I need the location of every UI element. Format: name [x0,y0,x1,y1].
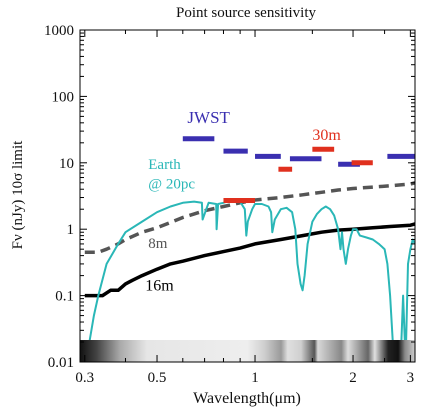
x-tick-label: 2 [349,370,357,386]
x-tick-label: 1 [251,370,259,386]
series-line-earth [83,199,415,362]
x-tick-label: 0.5 [148,370,167,386]
annotation-label: @ 20pc [148,177,195,193]
y-tick-label: 1000 [44,23,74,39]
y-tick-label: 0.1 [55,289,74,305]
plot-frame [79,29,416,363]
annotation-label: 16m [145,277,174,294]
y-tick-label: 100 [52,89,75,105]
chart-title: Point source sensitivity [176,5,316,21]
annotations: JWST 30m Earth @ 20pc 8m 16m [145,108,341,295]
x-tick-label: 0.3 [75,370,94,386]
plot-area [83,136,415,362]
annotation-label: Earth [148,157,181,173]
annotation-label: 30m [312,127,341,144]
annotation-label: JWST [187,108,230,127]
y-tick-label: 10 [59,156,74,172]
y-tick-label: 0.01 [48,355,74,371]
atmospheric-band [80,340,415,362]
y-axis-label: Fν (nJy) 10σ limit [10,140,26,249]
series-line-16m [84,222,415,298]
x-axis-label: Wavelength(μm) [193,390,301,407]
y-tick-label: 1 [67,222,75,238]
annotation-label: 8m [148,236,168,252]
axes: 0.01 0.1 1 10 100 1000 0.3 0.5 1 2 3 [44,23,416,386]
x-tick-label: 3 [407,370,415,386]
